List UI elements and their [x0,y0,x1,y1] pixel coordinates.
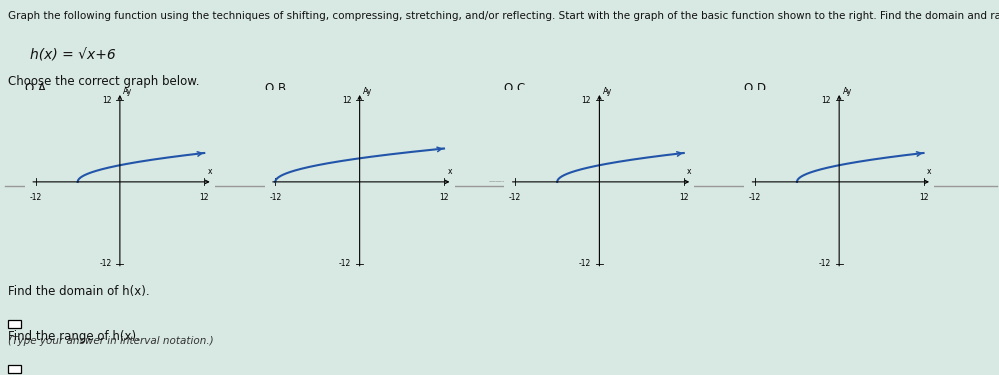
Text: x: x [927,167,931,176]
Text: -12: -12 [578,259,591,268]
Text: O D.: O D. [744,82,770,96]
Text: 12: 12 [102,96,112,105]
Text: -12: -12 [748,193,761,202]
Text: 12: 12 [679,193,688,202]
Text: -12: -12 [99,259,112,268]
Text: 12: 12 [200,193,209,202]
Text: h(x) = √x+6: h(x) = √x+6 [30,49,116,63]
Text: Choose the correct graph below.: Choose the correct graph below. [8,75,200,88]
Text: Find the domain of h(x).: Find the domain of h(x). [8,285,150,298]
Text: x: x [208,167,212,176]
FancyBboxPatch shape [8,365,21,373]
Text: -12: -12 [29,193,42,202]
Text: Ay: Ay [364,87,373,96]
Text: -12: -12 [818,259,831,268]
Text: 12: 12 [440,193,449,202]
Text: O C.: O C. [504,82,529,96]
Text: Ay: Ay [603,87,612,96]
Text: Ay: Ay [843,87,852,96]
Text: 12: 12 [581,96,591,105]
Text: O B.: O B. [265,82,290,96]
FancyBboxPatch shape [8,320,21,328]
Text: x: x [448,167,452,176]
Text: 12: 12 [821,96,831,105]
Text: -12: -12 [269,193,282,202]
Text: Find the range of h(x).: Find the range of h(x). [8,330,140,343]
Text: O A.: O A. [25,82,50,96]
Text: -12: -12 [339,259,352,268]
Text: Ay: Ay [124,87,133,96]
Text: 12: 12 [919,193,928,202]
Text: Graph the following function using the techniques of shifting, compressing, stre: Graph the following function using the t… [8,11,999,21]
Text: (Type your answer in interval notation.): (Type your answer in interval notation.) [8,336,214,346]
Text: 12: 12 [342,96,352,105]
Text: x: x [687,167,691,176]
Text: -12: -12 [508,193,521,202]
Text: ———: ——— [489,178,510,184]
